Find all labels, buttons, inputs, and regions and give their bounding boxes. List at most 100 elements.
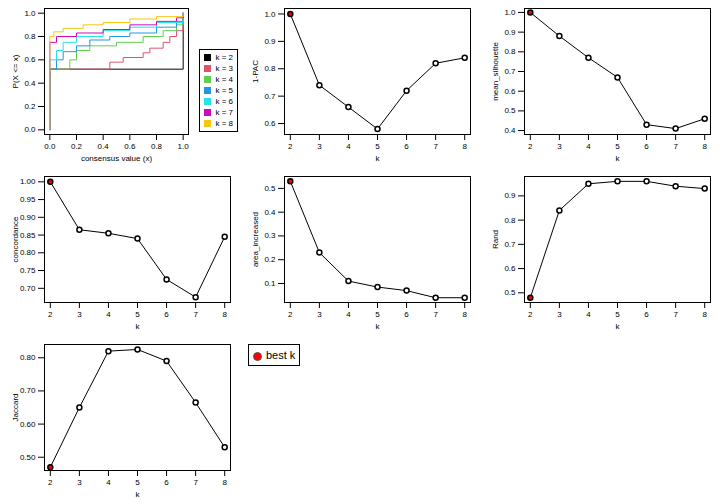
svg-text:5: 5: [135, 478, 140, 487]
svg-text:k: k: [376, 322, 381, 331]
svg-text:8: 8: [702, 142, 707, 151]
svg-text:P(X <= x): P(X <= x): [11, 54, 20, 88]
svg-text:2: 2: [288, 310, 293, 319]
svg-text:0.0: 0.0: [44, 142, 56, 151]
svg-text:0.4: 0.4: [504, 126, 516, 135]
svg-text:7: 7: [193, 478, 198, 487]
svg-text:2: 2: [288, 142, 293, 151]
svg-text:0.6: 0.6: [264, 119, 276, 128]
svg-text:3: 3: [77, 478, 82, 487]
svg-text:5: 5: [615, 310, 620, 319]
svg-text:5: 5: [375, 142, 380, 151]
svg-text:0.5: 0.5: [264, 184, 276, 193]
svg-text:k: k: [136, 322, 141, 331]
svg-text:7: 7: [433, 310, 438, 319]
svg-text:0.70: 0.70: [20, 386, 36, 395]
svg-text:k: k: [616, 154, 621, 163]
svg-text:0.80: 0.80: [20, 353, 36, 362]
svg-text:0.9: 0.9: [504, 28, 516, 37]
svg-text:3: 3: [557, 310, 562, 319]
svg-text:3: 3: [77, 310, 82, 319]
svg-text:3: 3: [557, 142, 562, 151]
svg-text:4: 4: [106, 310, 111, 319]
svg-text:4: 4: [586, 310, 591, 319]
svg-text:0.2: 0.2: [24, 102, 36, 111]
svg-text:8: 8: [222, 310, 227, 319]
svg-text:0.85: 0.85: [20, 231, 36, 240]
svg-text:0.6: 0.6: [504, 264, 516, 273]
svg-text:0.2: 0.2: [264, 255, 276, 264]
svg-text:k: k: [376, 154, 381, 163]
svg-text:0.3: 0.3: [264, 231, 276, 240]
svg-text:0.90: 0.90: [20, 213, 36, 222]
svg-text:2: 2: [528, 142, 533, 151]
svg-text:0.7: 0.7: [504, 240, 516, 249]
svg-text:0.70: 0.70: [20, 284, 36, 293]
svg-text:1.0: 1.0: [504, 8, 516, 17]
svg-text:4: 4: [346, 310, 351, 319]
svg-text:k: k: [136, 490, 141, 499]
svg-text:0.80: 0.80: [20, 248, 36, 257]
svg-text:7: 7: [433, 142, 438, 151]
svg-text:0.0: 0.0: [24, 125, 36, 134]
svg-text:0.1: 0.1: [264, 279, 276, 288]
svg-text:0.8: 0.8: [504, 47, 516, 56]
svg-text:k: k: [616, 322, 621, 331]
svg-text:1.0: 1.0: [264, 10, 276, 19]
svg-text:consensus value (x): consensus value (x): [81, 154, 152, 163]
svg-text:0.8: 0.8: [151, 142, 163, 151]
svg-text:area_increased: area_increased: [251, 212, 260, 267]
svg-text:concordance: concordance: [11, 216, 20, 262]
svg-text:0.4: 0.4: [264, 208, 276, 217]
svg-text:0.9: 0.9: [504, 191, 516, 200]
svg-text:8: 8: [222, 478, 227, 487]
svg-text:0.4: 0.4: [24, 79, 36, 88]
svg-text:2: 2: [48, 310, 53, 319]
svg-text:1.0: 1.0: [24, 9, 36, 18]
svg-text:0.8: 0.8: [24, 32, 36, 41]
svg-text:1-PAC: 1-PAC: [251, 60, 260, 83]
svg-text:0.9: 0.9: [264, 37, 276, 46]
svg-text:8: 8: [462, 142, 467, 151]
svg-text:Rand: Rand: [491, 230, 500, 249]
svg-text:4: 4: [106, 478, 111, 487]
svg-text:0.2: 0.2: [71, 142, 83, 151]
svg-text:7: 7: [673, 310, 678, 319]
svg-text:3: 3: [317, 142, 322, 151]
svg-text:0.4: 0.4: [98, 142, 110, 151]
svg-text:4: 4: [346, 142, 351, 151]
svg-text:6: 6: [404, 142, 409, 151]
svg-text:5: 5: [615, 142, 620, 151]
svg-text:6: 6: [164, 478, 169, 487]
svg-text:0.50: 0.50: [20, 453, 36, 462]
svg-text:0.6: 0.6: [504, 87, 516, 96]
svg-text:7: 7: [673, 142, 678, 151]
svg-text:0.8: 0.8: [264, 64, 276, 73]
svg-text:Jaccard: Jaccard: [11, 393, 20, 421]
svg-text:5: 5: [135, 310, 140, 319]
svg-text:0.8: 0.8: [504, 216, 516, 225]
svg-text:8: 8: [702, 310, 707, 319]
svg-text:6: 6: [404, 310, 409, 319]
svg-text:0.7: 0.7: [504, 67, 516, 76]
svg-text:0.75: 0.75: [20, 266, 36, 275]
svg-text:mean_silhouette: mean_silhouette: [491, 42, 500, 101]
svg-text:7: 7: [193, 310, 198, 319]
svg-text:6: 6: [644, 310, 649, 319]
svg-text:1.00: 1.00: [20, 177, 36, 186]
svg-text:4: 4: [586, 142, 591, 151]
svg-text:1.0: 1.0: [178, 142, 190, 151]
svg-text:2: 2: [48, 478, 53, 487]
svg-text:0.95: 0.95: [20, 195, 36, 204]
svg-text:3: 3: [317, 310, 322, 319]
svg-text:0.6: 0.6: [24, 55, 36, 64]
svg-text:8: 8: [462, 310, 467, 319]
svg-text:5: 5: [375, 310, 380, 319]
svg-text:0.5: 0.5: [504, 106, 516, 115]
svg-text:0.5: 0.5: [504, 288, 516, 297]
svg-text:0.6: 0.6: [124, 142, 136, 151]
svg-text:0.60: 0.60: [20, 420, 36, 429]
svg-text:2: 2: [528, 310, 533, 319]
svg-text:6: 6: [644, 142, 649, 151]
svg-text:0.7: 0.7: [264, 92, 276, 101]
